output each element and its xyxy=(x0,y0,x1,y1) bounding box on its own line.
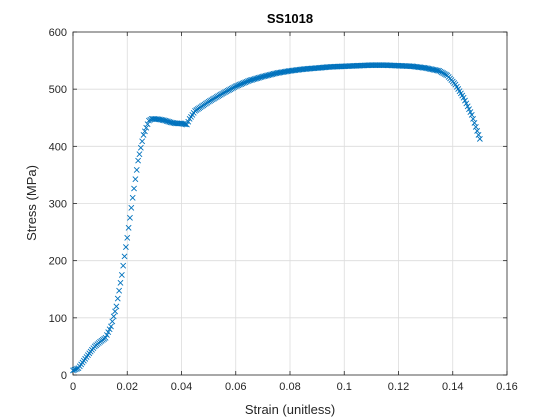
data-series xyxy=(70,62,483,374)
chart-title: SS1018 xyxy=(267,11,313,26)
tick-marks xyxy=(72,31,508,376)
data-point-marker xyxy=(117,279,124,286)
data-point-marker xyxy=(127,214,133,221)
x-tick-label: 0.16 xyxy=(496,381,517,393)
data-point-marker xyxy=(112,308,118,315)
data-point-marker xyxy=(136,151,143,158)
x-tick-labels: 0 0.02 0.04 0.06 0.08 0.1 0.12 0.14 0.16 xyxy=(70,381,518,393)
data-point-marker xyxy=(128,204,135,211)
x-tick-label: 0.12 xyxy=(388,381,409,393)
data-point-marker xyxy=(106,326,113,333)
data-point-marker xyxy=(116,287,123,294)
data-point-marker xyxy=(462,97,468,104)
data-point-marker xyxy=(475,131,482,138)
data-point-marker xyxy=(105,329,112,336)
y-tick-label: 200 xyxy=(49,256,67,268)
data-point-marker xyxy=(122,244,129,251)
data-point-marker xyxy=(109,318,116,325)
grid xyxy=(73,32,507,375)
data-point-marker xyxy=(129,194,136,201)
y-tick-label: 300 xyxy=(49,199,67,211)
data-point-marker xyxy=(143,124,150,131)
data-point-marker xyxy=(102,334,109,341)
y-tick-label: 400 xyxy=(49,141,67,153)
data-point-marker xyxy=(470,115,477,122)
data-point-marker xyxy=(141,128,148,135)
data-point-marker xyxy=(185,118,192,125)
data-point-marker xyxy=(466,106,472,113)
x-tick-label: 0.02 xyxy=(117,381,138,393)
data-point-marker xyxy=(467,109,474,115)
data-point-marker xyxy=(144,121,151,128)
data-point-marker xyxy=(472,123,479,130)
data-point-marker xyxy=(108,323,114,330)
y-tick-label: 600 xyxy=(49,27,67,39)
data-point-marker xyxy=(125,224,132,231)
x-tick-label: 0.08 xyxy=(279,381,300,393)
data-point-marker xyxy=(124,234,131,241)
data-point-marker xyxy=(463,100,470,107)
data-point-marker xyxy=(131,185,137,192)
x-tick-label: 0.1 xyxy=(337,381,352,393)
data-point-marker xyxy=(137,144,144,151)
x-tick-label: 0 xyxy=(70,381,76,393)
y-tick-label: 100 xyxy=(49,313,67,325)
data-point-marker xyxy=(474,127,481,134)
x-tick-label: 0.06 xyxy=(225,381,246,393)
x-axis-label: Strain (unitless) xyxy=(245,402,335,417)
data-point-marker xyxy=(113,303,120,310)
y-tick-label: 500 xyxy=(49,84,67,96)
data-point-marker xyxy=(118,272,125,278)
data-point-marker xyxy=(121,253,128,260)
data-point-marker xyxy=(114,295,121,302)
data-point-marker xyxy=(471,119,478,126)
data-point-marker xyxy=(468,111,475,118)
data-point-marker xyxy=(135,157,142,164)
data-point-marker xyxy=(476,135,483,142)
y-tick-labels: 0 100 200 300 400 500 600 xyxy=(49,27,67,382)
data-point-marker xyxy=(110,313,117,320)
y-tick-label: 0 xyxy=(61,370,67,382)
data-point-marker xyxy=(133,166,140,173)
y-axis-label: Stress (MPa) xyxy=(24,165,39,241)
data-point-marker xyxy=(460,94,467,101)
data-point-marker xyxy=(139,138,146,145)
data-point-marker xyxy=(464,103,471,110)
data-point-marker xyxy=(132,176,139,183)
data-point-marker xyxy=(184,121,190,128)
x-tick-label: 0.04 xyxy=(171,381,192,393)
data-point-marker xyxy=(120,262,127,269)
x-tick-label: 0.14 xyxy=(442,381,463,393)
data-point-marker xyxy=(103,332,110,338)
data-point-marker xyxy=(140,131,147,138)
